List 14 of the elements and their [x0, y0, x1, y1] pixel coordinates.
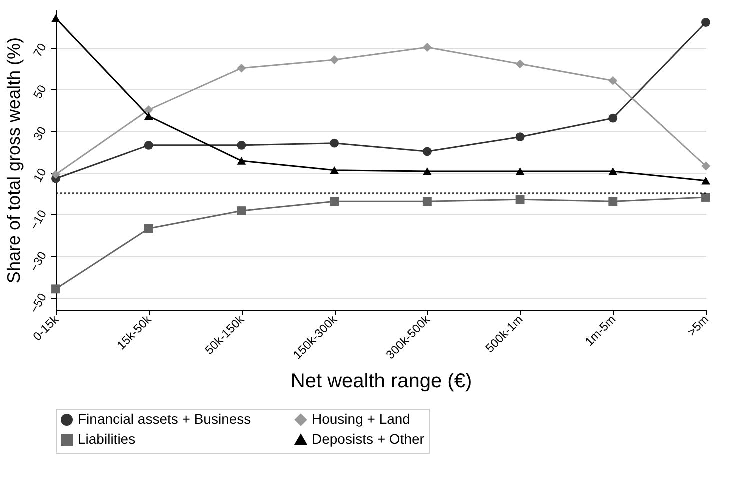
y-tick-label: 50 — [30, 82, 50, 102]
y-axis-title: Share of total gross wealth (%) — [4, 37, 24, 284]
y-tick-label: 10 — [30, 166, 50, 185]
x-tick-label: >5m — [684, 312, 712, 340]
legend-label: Deposists + Other — [312, 431, 425, 447]
y-tick-label: 30 — [30, 124, 50, 143]
x-axis-title: Net wealth range (€) — [290, 370, 472, 392]
y-tick-label: −10 — [27, 207, 50, 232]
legend-label: Liabilities — [78, 431, 136, 447]
legend-label: Financial assets + Business — [78, 411, 252, 427]
legend-label: Housing + Land — [312, 411, 410, 427]
y-tick-label: 70 — [30, 40, 50, 60]
y-tick-label: −50 — [27, 290, 50, 316]
y-tick-label: −30 — [27, 249, 50, 274]
